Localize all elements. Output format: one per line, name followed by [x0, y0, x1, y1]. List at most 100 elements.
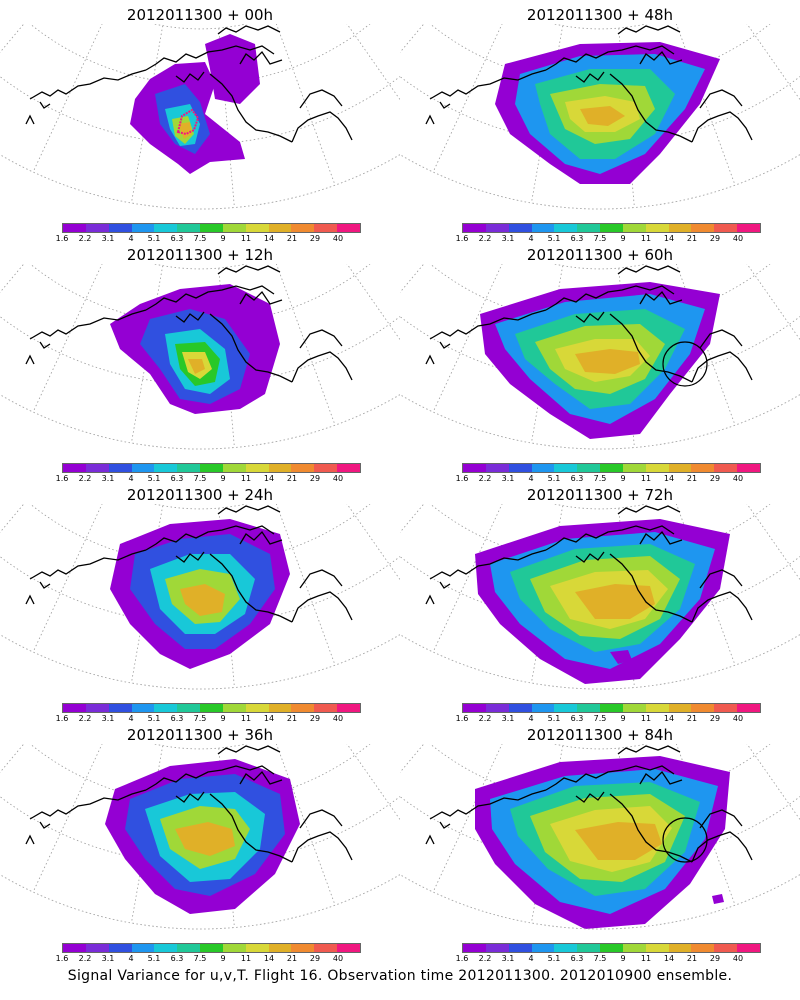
coastline	[575, 791, 605, 803]
colorbar-swatch	[508, 224, 532, 232]
colorbar-swatch	[337, 224, 360, 232]
meridian-line	[275, 24, 336, 186]
colorbar-swatch	[600, 944, 623, 952]
colorbar-swatch	[691, 224, 715, 232]
colorbar-tick-label: 9	[620, 234, 626, 243]
coastline	[439, 101, 451, 109]
coastline	[425, 834, 435, 845]
colorbar-tick-label: 1.6	[455, 954, 469, 963]
colorbar-tick-label: 7.5	[193, 714, 207, 723]
coastline	[691, 831, 753, 863]
colorbar-swatch	[600, 704, 623, 712]
colorbar-swatch	[154, 464, 178, 472]
colorbar-swatch	[463, 704, 486, 712]
panel-title: 2012011300 + 12h	[126, 246, 274, 264]
colorbar-tick-label: 7.5	[593, 714, 607, 723]
variance-contour	[575, 349, 640, 374]
colorbar-swatch	[645, 944, 669, 952]
meridian-line	[275, 264, 336, 426]
colorbar-swatch	[108, 704, 132, 712]
meridian-line	[400, 504, 424, 521]
colorbar-swatch	[314, 704, 338, 712]
coastline	[239, 290, 283, 305]
colorbar-tick-label: 9	[620, 474, 626, 483]
colorbar-tick-label: 4	[128, 474, 134, 483]
colorbar-tick-label: 1.6	[55, 474, 69, 483]
colorbar-tick-label: 1.6	[455, 234, 469, 243]
colorbar-swatch	[108, 944, 132, 952]
colorbar-swatch	[177, 944, 201, 952]
meridian-line	[400, 744, 424, 761]
colorbar-tick-label: 9	[620, 954, 626, 963]
colorbar-tick-label: 1.6	[455, 714, 469, 723]
colorbar-swatch	[291, 944, 315, 952]
colorbar-swatch	[200, 944, 223, 952]
colorbar-tick-label: 5.1	[147, 474, 161, 483]
colorbar-tick-label: 2.2	[478, 954, 492, 963]
meridian-line	[32, 264, 103, 413]
colorbar-tick-label: 7.5	[593, 954, 607, 963]
colorbar-tick-label: 14	[663, 474, 675, 483]
colorbar-swatch	[85, 704, 109, 712]
colorbar-tick-label: 21	[686, 714, 698, 723]
map	[0, 744, 400, 930]
colorbar-tick-label: 4	[528, 234, 534, 243]
colorbar-swatch	[131, 224, 155, 232]
colorbar-tick-label: 3.1	[501, 954, 515, 963]
coastline	[239, 50, 283, 65]
coastline	[25, 114, 35, 125]
colorbar-tick-label: 7.5	[193, 954, 207, 963]
meridian-line	[746, 264, 800, 341]
coastline	[217, 745, 281, 755]
colorbar-swatch	[222, 704, 246, 712]
colorbar-swatch	[691, 464, 715, 472]
coastline	[291, 111, 353, 143]
colorbar-tick-label: 3.1	[101, 954, 115, 963]
meridian-line	[365, 264, 400, 308]
map	[400, 504, 800, 690]
colorbar-tick-label: 29	[709, 474, 721, 483]
colorbar-tick-label: 29	[309, 714, 321, 723]
colorbar-swatch	[177, 224, 201, 232]
colorbar-tick-label: 6.3	[170, 954, 184, 963]
colorbar-swatch	[554, 224, 578, 232]
meridian-line	[765, 504, 800, 548]
colorbar-swatch	[622, 464, 646, 472]
colorbar-tick-label: 3.1	[101, 234, 115, 243]
coastline	[175, 71, 205, 83]
colorbar-tick-label: 21	[286, 954, 298, 963]
coastline	[429, 69, 547, 100]
colorbar-tick-label: 29	[709, 954, 721, 963]
colorbar-tick-label: 11	[640, 474, 652, 483]
colorbar-tick-label: 40	[332, 234, 344, 243]
colorbar-tick-label: 14	[263, 954, 275, 963]
coastline	[699, 569, 743, 589]
panel-00h: 2012011300 + 00h 1.6 2.2 3.1 4 5.1 6.3 7.5 9 11 1…	[0, 0, 400, 243]
colorbar-swatch	[577, 944, 601, 952]
colorbar-tick-label: 29	[709, 234, 721, 243]
colorbar-swatch	[531, 224, 555, 232]
colorbar-tick-label: 2.2	[78, 714, 92, 723]
colorbar-swatch	[554, 704, 578, 712]
latitude-line	[152, 264, 248, 270]
coastline	[209, 313, 293, 383]
coastline	[617, 25, 681, 35]
colorbar-swatch	[222, 464, 246, 472]
target-region-circle	[662, 341, 708, 387]
colorbar-swatch	[485, 464, 509, 472]
meridian-line	[365, 504, 400, 548]
colorbar-swatch	[222, 224, 246, 232]
colorbar-tick-label: 11	[640, 234, 652, 243]
colorbar-tick-label: 1.6	[55, 954, 69, 963]
meridian-line	[365, 744, 400, 788]
colorbar-swatch	[577, 224, 601, 232]
colorbar-swatch	[177, 704, 201, 712]
colorbar-swatch	[531, 464, 555, 472]
colorbar-swatch	[531, 704, 555, 712]
meridian-line	[365, 24, 400, 68]
coastline	[545, 525, 675, 551]
colorbar-tick-label: 14	[663, 234, 675, 243]
coastline	[291, 591, 353, 623]
coastline	[25, 354, 35, 365]
colorbar	[462, 223, 761, 233]
